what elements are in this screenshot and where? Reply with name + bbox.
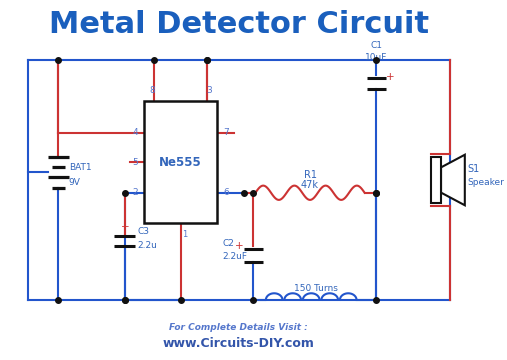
Text: 10uF: 10uF [366,53,388,62]
Text: Ne555: Ne555 [159,156,202,168]
Text: 5: 5 [132,158,138,167]
Text: C1: C1 [371,41,382,50]
Bar [144,101,218,223]
Text: www.Circuits-DIY.com: www.Circuits-DIY.com [163,337,315,350]
Text: 8: 8 [149,86,155,95]
Text: For Complete Details Visit :: For Complete Details Visit : [169,324,308,333]
Text: BAT1: BAT1 [69,163,91,172]
Text: +: + [235,241,244,251]
Text: +: + [121,222,129,233]
Text: 4: 4 [132,128,138,137]
Text: 2: 2 [132,188,138,197]
Text: C3: C3 [138,226,150,235]
Polygon shape [441,155,465,205]
Text: 1: 1 [182,230,187,239]
Bar [430,157,441,203]
Text: R1: R1 [304,170,316,180]
Text: 6: 6 [223,188,229,197]
Text: 150 Turns: 150 Turns [294,284,338,293]
Text: C2: C2 [222,239,234,248]
Text: 2.2uF: 2.2uF [222,252,247,261]
Text: 3: 3 [206,86,212,95]
Text: Speaker: Speaker [467,178,504,187]
Text: 47k: 47k [301,180,319,190]
Text: 7: 7 [223,128,229,137]
Text: 2.2u: 2.2u [138,241,158,250]
Text: S1: S1 [467,164,480,174]
Text: Metal Detector Circuit: Metal Detector Circuit [49,10,429,39]
Text: +: + [385,72,394,82]
Text: 9V: 9V [69,178,81,187]
